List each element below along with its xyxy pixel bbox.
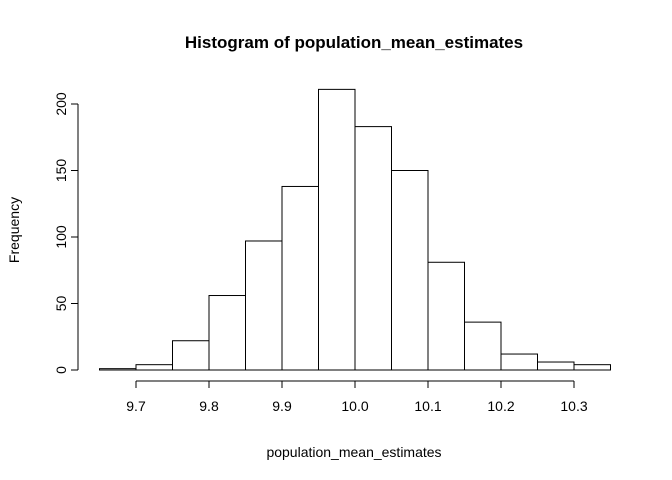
histogram-bar: [354, 126, 392, 371]
y-axis: 0 50 100 150 200: [53, 92, 79, 374]
histogram-bar: [464, 321, 502, 371]
x-tick-label: 9.7: [126, 398, 146, 414]
histogram-bar: [318, 88, 356, 371]
histogram-bar: [281, 185, 319, 371]
histogram-bar: [172, 340, 210, 371]
x-tick-label: 10.3: [560, 398, 587, 414]
y-tick-label: 100: [53, 225, 69, 249]
x-tick-label: 9.8: [199, 398, 219, 414]
histogram-bar: [427, 261, 465, 371]
x-axis: 9.7 9.8 9.9 10.0 10.1 10.2 10.3: [126, 380, 588, 414]
y-tick-label: 200: [53, 92, 69, 116]
y-tick-label: 0: [53, 366, 69, 374]
y-axis-label: Frequency: [6, 197, 22, 263]
histogram-bar: [537, 361, 575, 371]
histogram-bar: [99, 368, 137, 371]
chart-title: Histogram of population_mean_estimates: [185, 33, 523, 52]
x-tick-label: 9.9: [272, 398, 292, 414]
histogram-bar: [245, 240, 283, 371]
x-tick-label: 10.0: [341, 398, 368, 414]
histogram-bar: [208, 295, 246, 371]
bars-group: [99, 88, 611, 371]
x-tick-label: 10.1: [414, 398, 441, 414]
y-tick-label: 150: [53, 159, 69, 183]
x-axis-label: population_mean_estimates: [266, 444, 441, 460]
histogram-bar: [573, 364, 611, 371]
x-tick-label: 10.2: [487, 398, 514, 414]
histogram-bar: [135, 364, 173, 371]
histogram-bar: [500, 353, 538, 371]
histogram-bar: [391, 170, 429, 371]
y-tick-label: 50: [53, 296, 69, 312]
